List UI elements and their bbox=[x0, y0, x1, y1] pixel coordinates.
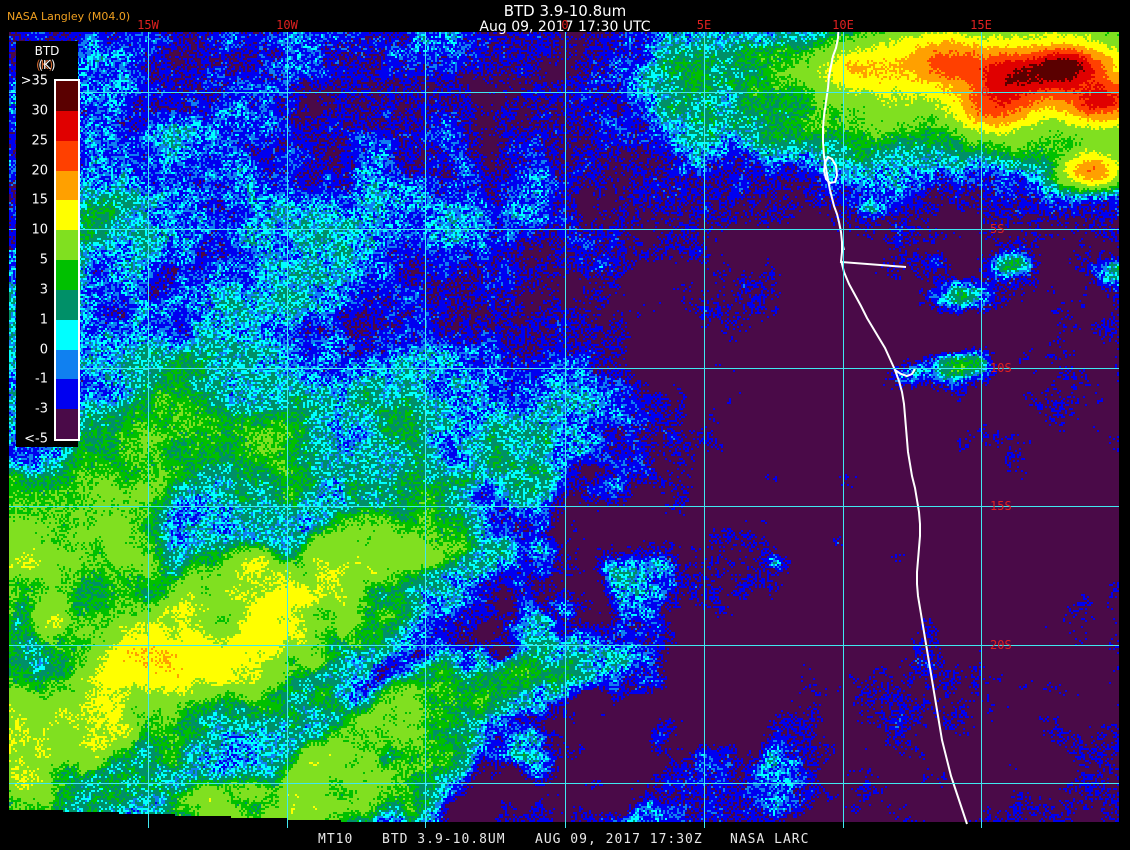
footer-timestamp: AUG 09, 2017 17:30Z bbox=[535, 832, 703, 847]
agency-label: NASA Langley (M04.0) bbox=[7, 10, 131, 23]
latitude-tick-label: 5S bbox=[990, 222, 1005, 236]
latitude-tick-label: 10S bbox=[990, 361, 1012, 375]
colorbar-tick-label: <-5 bbox=[24, 431, 48, 447]
gridline-parallel bbox=[9, 229, 1119, 230]
gridline-parallel bbox=[9, 368, 1119, 369]
map-raster-area[interactable] bbox=[9, 32, 1119, 828]
colorbar-band-15 bbox=[56, 200, 78, 231]
colorbar-tick-label: 25 bbox=[31, 133, 48, 149]
colorbar-band-25 bbox=[56, 140, 78, 171]
legend-unit-ghost-icon: (K) bbox=[36, 58, 54, 72]
footer-bar: MT10 BTD 3.9-10.8UM AUG 09, 2017 17:30Z … bbox=[0, 829, 1130, 850]
longitude-tick-label: 15W bbox=[137, 18, 159, 32]
gridline-parallel bbox=[9, 92, 1119, 93]
colorbar-tick-label: 10 bbox=[31, 222, 48, 238]
gridline-meridian bbox=[565, 32, 566, 828]
legend-title: BTD bbox=[34, 44, 60, 58]
gridline-parallel bbox=[9, 783, 1119, 784]
longitude-tick-label: 5E bbox=[696, 18, 712, 32]
page-title: BTD 3.9-10.8um bbox=[503, 2, 627, 20]
gridline-meridian bbox=[148, 32, 149, 828]
colorbar-band-35 bbox=[56, 81, 78, 112]
colorbar-band-1 bbox=[56, 319, 78, 350]
colorbar-tick-label: 0 bbox=[39, 342, 48, 357]
colorbar-band-10 bbox=[56, 230, 78, 261]
colorbar-tick-label: 15 bbox=[31, 192, 48, 208]
colorbar-band-5 bbox=[56, 260, 78, 291]
latitude-tick-label: 0 bbox=[981, 85, 989, 99]
colorbar-band-neg3 bbox=[56, 409, 78, 440]
footer-product: BTD 3.9-10.8UM bbox=[382, 832, 506, 847]
colorbar-tick-label: 3 bbox=[39, 282, 48, 298]
latitude-tick-label: 20S bbox=[990, 638, 1012, 652]
colorbar-swatch-strip bbox=[54, 79, 80, 441]
colorbar-band-20 bbox=[56, 170, 78, 201]
longitude-tick-label: 10W bbox=[276, 18, 298, 32]
colorbar-tick-label: 30 bbox=[31, 103, 48, 119]
gridline-parallel bbox=[9, 645, 1119, 646]
gridline-meridian bbox=[981, 32, 982, 828]
colorbar-band-neg1 bbox=[56, 379, 78, 410]
footer-satellite: MT10 bbox=[318, 832, 354, 847]
longitude-tick-label: 10E bbox=[832, 18, 854, 32]
gridline-parallel bbox=[9, 506, 1119, 507]
colorbar-tick-label: -3 bbox=[35, 401, 48, 417]
colorbar-band-0 bbox=[56, 349, 78, 380]
colorbar-band-30 bbox=[56, 110, 78, 142]
gridline-meridian bbox=[704, 32, 705, 828]
gridline-meridian bbox=[287, 32, 288, 828]
gridline-meridian bbox=[843, 32, 844, 828]
timestamp-label: Aug 09, 2017 17:30 UTC bbox=[479, 19, 651, 35]
legend-unit-label: (K) bbox=[38, 58, 56, 72]
colorbar-tick-label: 20 bbox=[31, 163, 48, 178]
colorbar-legend: BTD (K) (K) >35 30 25 20 15 10 5 3 1 0 -1 -3 <-5 bbox=[16, 41, 80, 447]
colorbar-tick-label: 1 bbox=[39, 312, 48, 328]
colorbar-band-3 bbox=[56, 289, 78, 321]
longitude-tick-label: 0 bbox=[561, 18, 569, 32]
colorbar-tick-label: 5 bbox=[39, 252, 48, 268]
colorbar-tick-label: >35 bbox=[20, 73, 48, 89]
footer-source: NASA LARC bbox=[730, 832, 810, 847]
latitude-tick-label: 15S bbox=[990, 499, 1012, 513]
gridline-meridian bbox=[425, 32, 426, 828]
colorbar-tick-label: -1 bbox=[35, 371, 48, 387]
longitude-tick-label: 15E bbox=[970, 18, 992, 32]
brightness-temperature-difference-raster bbox=[9, 32, 1119, 828]
